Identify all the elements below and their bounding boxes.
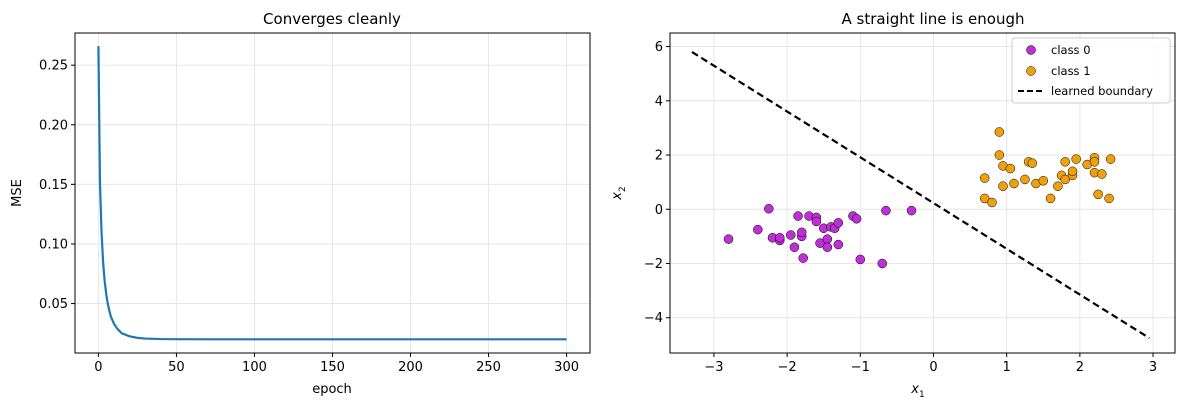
class-0-point bbox=[833, 218, 844, 228]
learned-boundary-line bbox=[691, 51, 1150, 340]
legend-marker-class-1 bbox=[1026, 66, 1036, 76]
class-1-point bbox=[1105, 154, 1116, 164]
class-0-point bbox=[793, 211, 803, 221]
class-1-point bbox=[1038, 176, 1049, 186]
loss-y-tick-label: 0.20 bbox=[39, 118, 68, 133]
decision-boundary-chart: A straight line is enough −3 −2 −1 0 1 2 3 −4−… bbox=[610, 10, 1176, 400]
class-1-point bbox=[1093, 189, 1103, 200]
class-1-point bbox=[979, 173, 990, 183]
class-1-point bbox=[979, 193, 990, 204]
class-0-point bbox=[775, 232, 785, 243]
class-0-point bbox=[811, 216, 822, 227]
legend-frame bbox=[1011, 37, 1171, 104]
class-0-point bbox=[764, 203, 774, 214]
boundary-x-tick-label: 2 bbox=[1076, 360, 1084, 375]
boundary-x-tick-label: −1 bbox=[851, 360, 870, 375]
class-1-point bbox=[1067, 166, 1078, 177]
class-1-point bbox=[1097, 169, 1107, 179]
class-1-point bbox=[1027, 158, 1038, 168]
loss-y-tick-label: 0.05 bbox=[39, 297, 68, 312]
legend-label-class-0: class 0 bbox=[1051, 43, 1091, 57]
class-0-point bbox=[833, 239, 844, 250]
boundary-y-tick-label: 6 bbox=[655, 40, 663, 55]
boundary-y-tick-label: 2 bbox=[655, 149, 663, 164]
legend-label-class-1: class 1 bbox=[1051, 64, 1091, 78]
class-0-point bbox=[789, 242, 800, 252]
class-1-point bbox=[1104, 193, 1114, 204]
loss-grid bbox=[75, 33, 590, 353]
class-1-point bbox=[987, 197, 997, 208]
class-0-point bbox=[906, 205, 917, 216]
loss-x-tick-label: 150 bbox=[320, 360, 345, 375]
loss-x-ticks: 0 50 100 150 200 250 300 bbox=[94, 353, 579, 375]
class-1-point bbox=[1005, 163, 1016, 174]
loss-y-ticks: 0.05 0.10 0.15 0.20 0.25 bbox=[39, 59, 75, 312]
class-1-point bbox=[994, 150, 1005, 160]
class-0-point bbox=[822, 242, 833, 252]
class-0-point bbox=[881, 205, 891, 216]
loss-y-tick-label: 0.10 bbox=[39, 237, 68, 252]
class-1-point bbox=[1009, 178, 1019, 189]
boundary-chart-title: A straight line is enough bbox=[842, 10, 1025, 28]
boundary-series bbox=[691, 51, 1150, 340]
class-1-point bbox=[1053, 181, 1063, 191]
boundary-x-tick-label: −2 bbox=[778, 360, 797, 375]
boundary-x-tick-label: 3 bbox=[1149, 360, 1157, 375]
class-0-point bbox=[796, 227, 807, 238]
class-1-point bbox=[1089, 157, 1100, 167]
legend: class 0 class 1 learned boundary bbox=[1011, 37, 1171, 104]
class-1-point bbox=[1060, 157, 1070, 167]
loss-series bbox=[97, 46, 567, 341]
class-0-point bbox=[822, 234, 833, 244]
class-1-point bbox=[1020, 174, 1030, 185]
class-0-point bbox=[877, 258, 887, 269]
class-0-point bbox=[798, 253, 808, 263]
class-1-point bbox=[998, 181, 1008, 191]
class-1-point bbox=[1071, 154, 1081, 164]
loss-y-axis-label: MSE bbox=[10, 179, 25, 207]
boundary-y-tick-label: −4 bbox=[644, 311, 663, 326]
boundary-x-tick-label: 1 bbox=[1003, 360, 1011, 375]
loss-x-tick-label: 50 bbox=[168, 360, 185, 375]
boundary-y-ticks: −4 −2 0 2 4 6 bbox=[644, 40, 670, 326]
class-0-point bbox=[753, 224, 763, 235]
class-0-point bbox=[851, 214, 862, 224]
boundary-x-ticks: −3 −2 −1 0 1 2 3 bbox=[704, 353, 1157, 375]
loss-y-tick-label: 0.15 bbox=[39, 178, 68, 193]
class-1-point bbox=[1060, 174, 1070, 185]
boundary-x-tick-label: 0 bbox=[929, 360, 937, 375]
class-0-point bbox=[723, 234, 734, 244]
loss-chart: Converges cleanly 0 50 100 150 200 250 300 0.0… bbox=[10, 10, 591, 397]
class-1-point bbox=[994, 127, 1005, 137]
loss-curve bbox=[97, 46, 567, 341]
boundary-x-tick-label: −3 bbox=[704, 360, 723, 375]
boundary-y-tick-label: −2 bbox=[644, 257, 663, 272]
loss-x-tick-label: 0 bbox=[94, 360, 102, 375]
boundary-y-tick-label: 0 bbox=[655, 203, 663, 218]
loss-y-tick-label: 0.25 bbox=[39, 59, 68, 74]
boundary-plot-frame bbox=[669, 32, 1176, 354]
class-0-point bbox=[855, 254, 866, 265]
boundary-y-axis-label: x2 bbox=[610, 186, 628, 200]
loss-x-tick-label: 300 bbox=[554, 360, 579, 375]
legend-marker-class-0 bbox=[1026, 45, 1036, 55]
loss-chart-title: Converges cleanly bbox=[263, 10, 401, 28]
class-0-point bbox=[786, 230, 796, 240]
loss-x-tick-label: 200 bbox=[398, 360, 423, 375]
loss-x-tick-label: 250 bbox=[476, 360, 501, 375]
legend-label-boundary: learned boundary bbox=[1051, 84, 1153, 98]
boundary-y-tick-label: 4 bbox=[655, 94, 663, 109]
class-0-point bbox=[815, 238, 825, 248]
loss-x-axis-label: epoch bbox=[312, 382, 352, 397]
boundary-x-axis-label: x1 bbox=[910, 382, 924, 400]
class-1-point bbox=[1045, 193, 1056, 204]
loss-x-tick-label: 100 bbox=[242, 360, 267, 375]
